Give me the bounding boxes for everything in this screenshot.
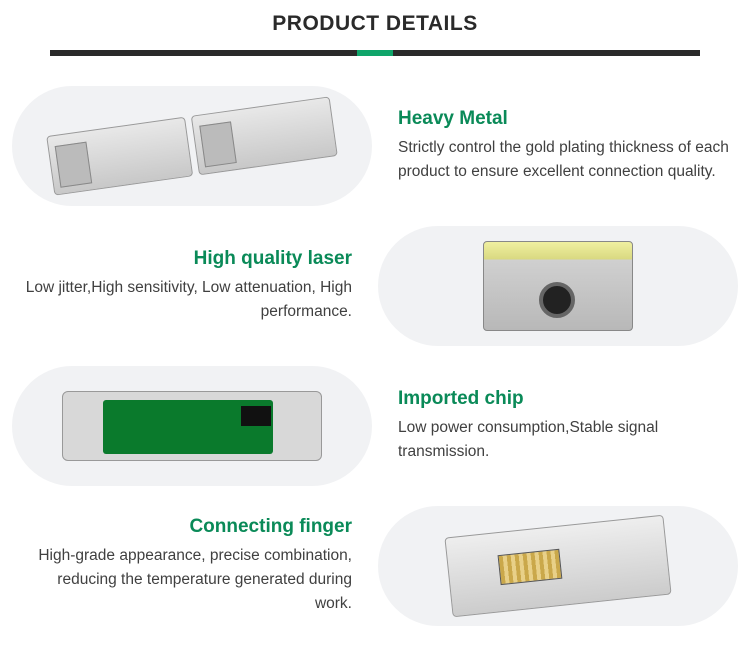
feature-image-laser <box>378 226 738 346</box>
feature-title: Imported chip <box>398 388 732 410</box>
feature-title: Connecting finger <box>18 516 352 538</box>
feature-row: Heavy Metal Strictly control the gold pl… <box>0 76 750 216</box>
feature-text: Heavy Metal Strictly control the gold pl… <box>392 108 738 184</box>
feature-description: High-grade appearance, precise combinati… <box>18 544 352 616</box>
feature-image-connector <box>378 506 738 626</box>
chip-board-icon <box>62 391 322 461</box>
product-details-section: PRODUCT DETAILS Heavy Metal Strictly con… <box>0 0 750 636</box>
feature-description: Strictly control the gold plating thickn… <box>398 136 732 184</box>
feature-row: High quality laser Low jitter,High sensi… <box>0 216 750 356</box>
feature-row: Connecting finger High-grade appearance,… <box>0 496 750 636</box>
feature-description: Low power consumption,Stable signal tran… <box>398 416 732 464</box>
feature-title: Heavy Metal <box>398 108 732 130</box>
feature-image-chip <box>12 366 372 486</box>
feature-row: Imported chip Low power consumption,Stab… <box>0 356 750 496</box>
feature-description: Low jitter,High sensitivity, Low attenua… <box>18 276 352 324</box>
feature-text: Connecting finger High-grade appearance,… <box>12 516 358 616</box>
section-title: PRODUCT DETAILS <box>0 12 750 36</box>
feature-image-heavy-metal <box>12 86 372 206</box>
feature-text: High quality laser Low jitter,High sensi… <box>12 248 358 324</box>
feature-title: High quality laser <box>18 248 352 270</box>
section-divider <box>50 50 700 56</box>
sfp-modules-icon <box>46 96 338 195</box>
laser-module-icon <box>483 241 633 331</box>
section-header: PRODUCT DETAILS <box>0 0 750 44</box>
gold-finger-icon <box>444 515 671 618</box>
feature-text: Imported chip Low power consumption,Stab… <box>392 388 738 464</box>
